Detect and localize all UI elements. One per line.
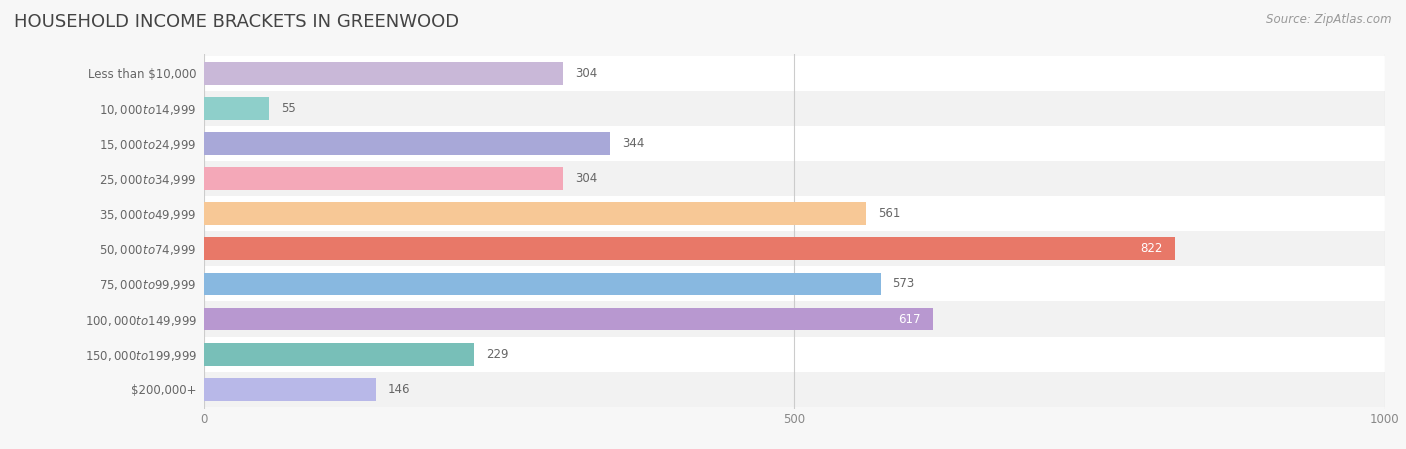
- Bar: [204, 56, 1385, 91]
- Bar: [204, 343, 474, 365]
- Text: Source: ZipAtlas.com: Source: ZipAtlas.com: [1267, 13, 1392, 26]
- Bar: [204, 91, 1385, 126]
- Bar: [204, 62, 562, 84]
- Text: 229: 229: [486, 348, 509, 361]
- Bar: [204, 301, 1385, 337]
- Text: 617: 617: [898, 313, 921, 326]
- Text: 304: 304: [575, 172, 598, 185]
- Text: 344: 344: [621, 137, 644, 150]
- Bar: [204, 126, 1385, 161]
- Bar: [204, 167, 562, 190]
- Bar: [204, 372, 1385, 407]
- Bar: [204, 161, 1385, 196]
- Bar: [204, 266, 1385, 301]
- Bar: [204, 273, 880, 295]
- Bar: [204, 378, 377, 401]
- Bar: [204, 231, 1385, 266]
- Text: 561: 561: [879, 207, 901, 220]
- Text: 304: 304: [575, 67, 598, 79]
- Bar: [204, 132, 610, 155]
- Text: 146: 146: [388, 383, 411, 396]
- Text: 573: 573: [893, 277, 915, 291]
- Bar: [204, 97, 269, 120]
- Bar: [204, 196, 1385, 231]
- Text: 822: 822: [1140, 242, 1163, 255]
- Bar: [204, 202, 866, 225]
- Text: 55: 55: [281, 102, 295, 115]
- Text: HOUSEHOLD INCOME BRACKETS IN GREENWOOD: HOUSEHOLD INCOME BRACKETS IN GREENWOOD: [14, 13, 460, 31]
- Bar: [204, 238, 1174, 260]
- Bar: [204, 337, 1385, 372]
- Bar: [204, 308, 932, 330]
